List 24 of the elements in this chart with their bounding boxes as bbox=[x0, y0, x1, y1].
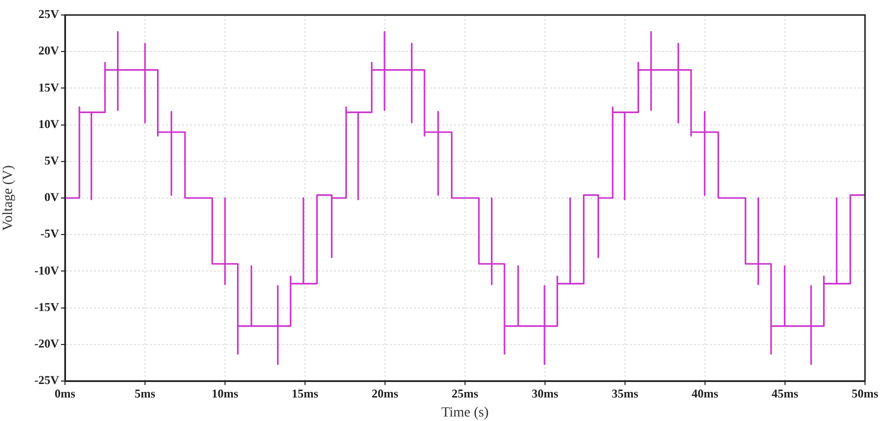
x-tick-label: 35ms bbox=[612, 386, 639, 400]
y-tick-label: 0V bbox=[44, 190, 60, 204]
y-axis-title: Voltage (V) bbox=[1, 164, 16, 231]
y-tick-label: 10V bbox=[38, 116, 60, 131]
y-tick-label: -5V bbox=[40, 226, 60, 241]
x-tick-label: 0ms bbox=[54, 386, 76, 400]
x-tick-label: 20ms bbox=[372, 386, 399, 400]
y-tick-label: 5V bbox=[44, 153, 60, 168]
y-tick-label: 20V bbox=[38, 44, 60, 58]
x-tick-label: 50ms bbox=[852, 386, 879, 400]
y-tick-label: -15V bbox=[34, 300, 60, 314]
y-tick-label: 25V bbox=[38, 7, 60, 22]
y-tick-label: -10V bbox=[34, 263, 60, 278]
x-tick-label: 15ms bbox=[292, 386, 319, 400]
x-axis-title: Time (s) bbox=[441, 405, 489, 420]
y-tick-label: -20V bbox=[34, 336, 60, 350]
x-tick-label: 30ms bbox=[532, 386, 559, 400]
x-tick-label: 5ms bbox=[134, 386, 156, 400]
y-tick-label: 15V bbox=[38, 80, 60, 94]
x-tick-label: 25ms bbox=[452, 386, 479, 400]
x-tick-label: 10ms bbox=[212, 386, 239, 400]
x-tick-label: 40ms bbox=[692, 386, 719, 400]
x-tick-label: 45ms bbox=[772, 386, 799, 400]
y-tick-label: -25V bbox=[34, 373, 60, 388]
